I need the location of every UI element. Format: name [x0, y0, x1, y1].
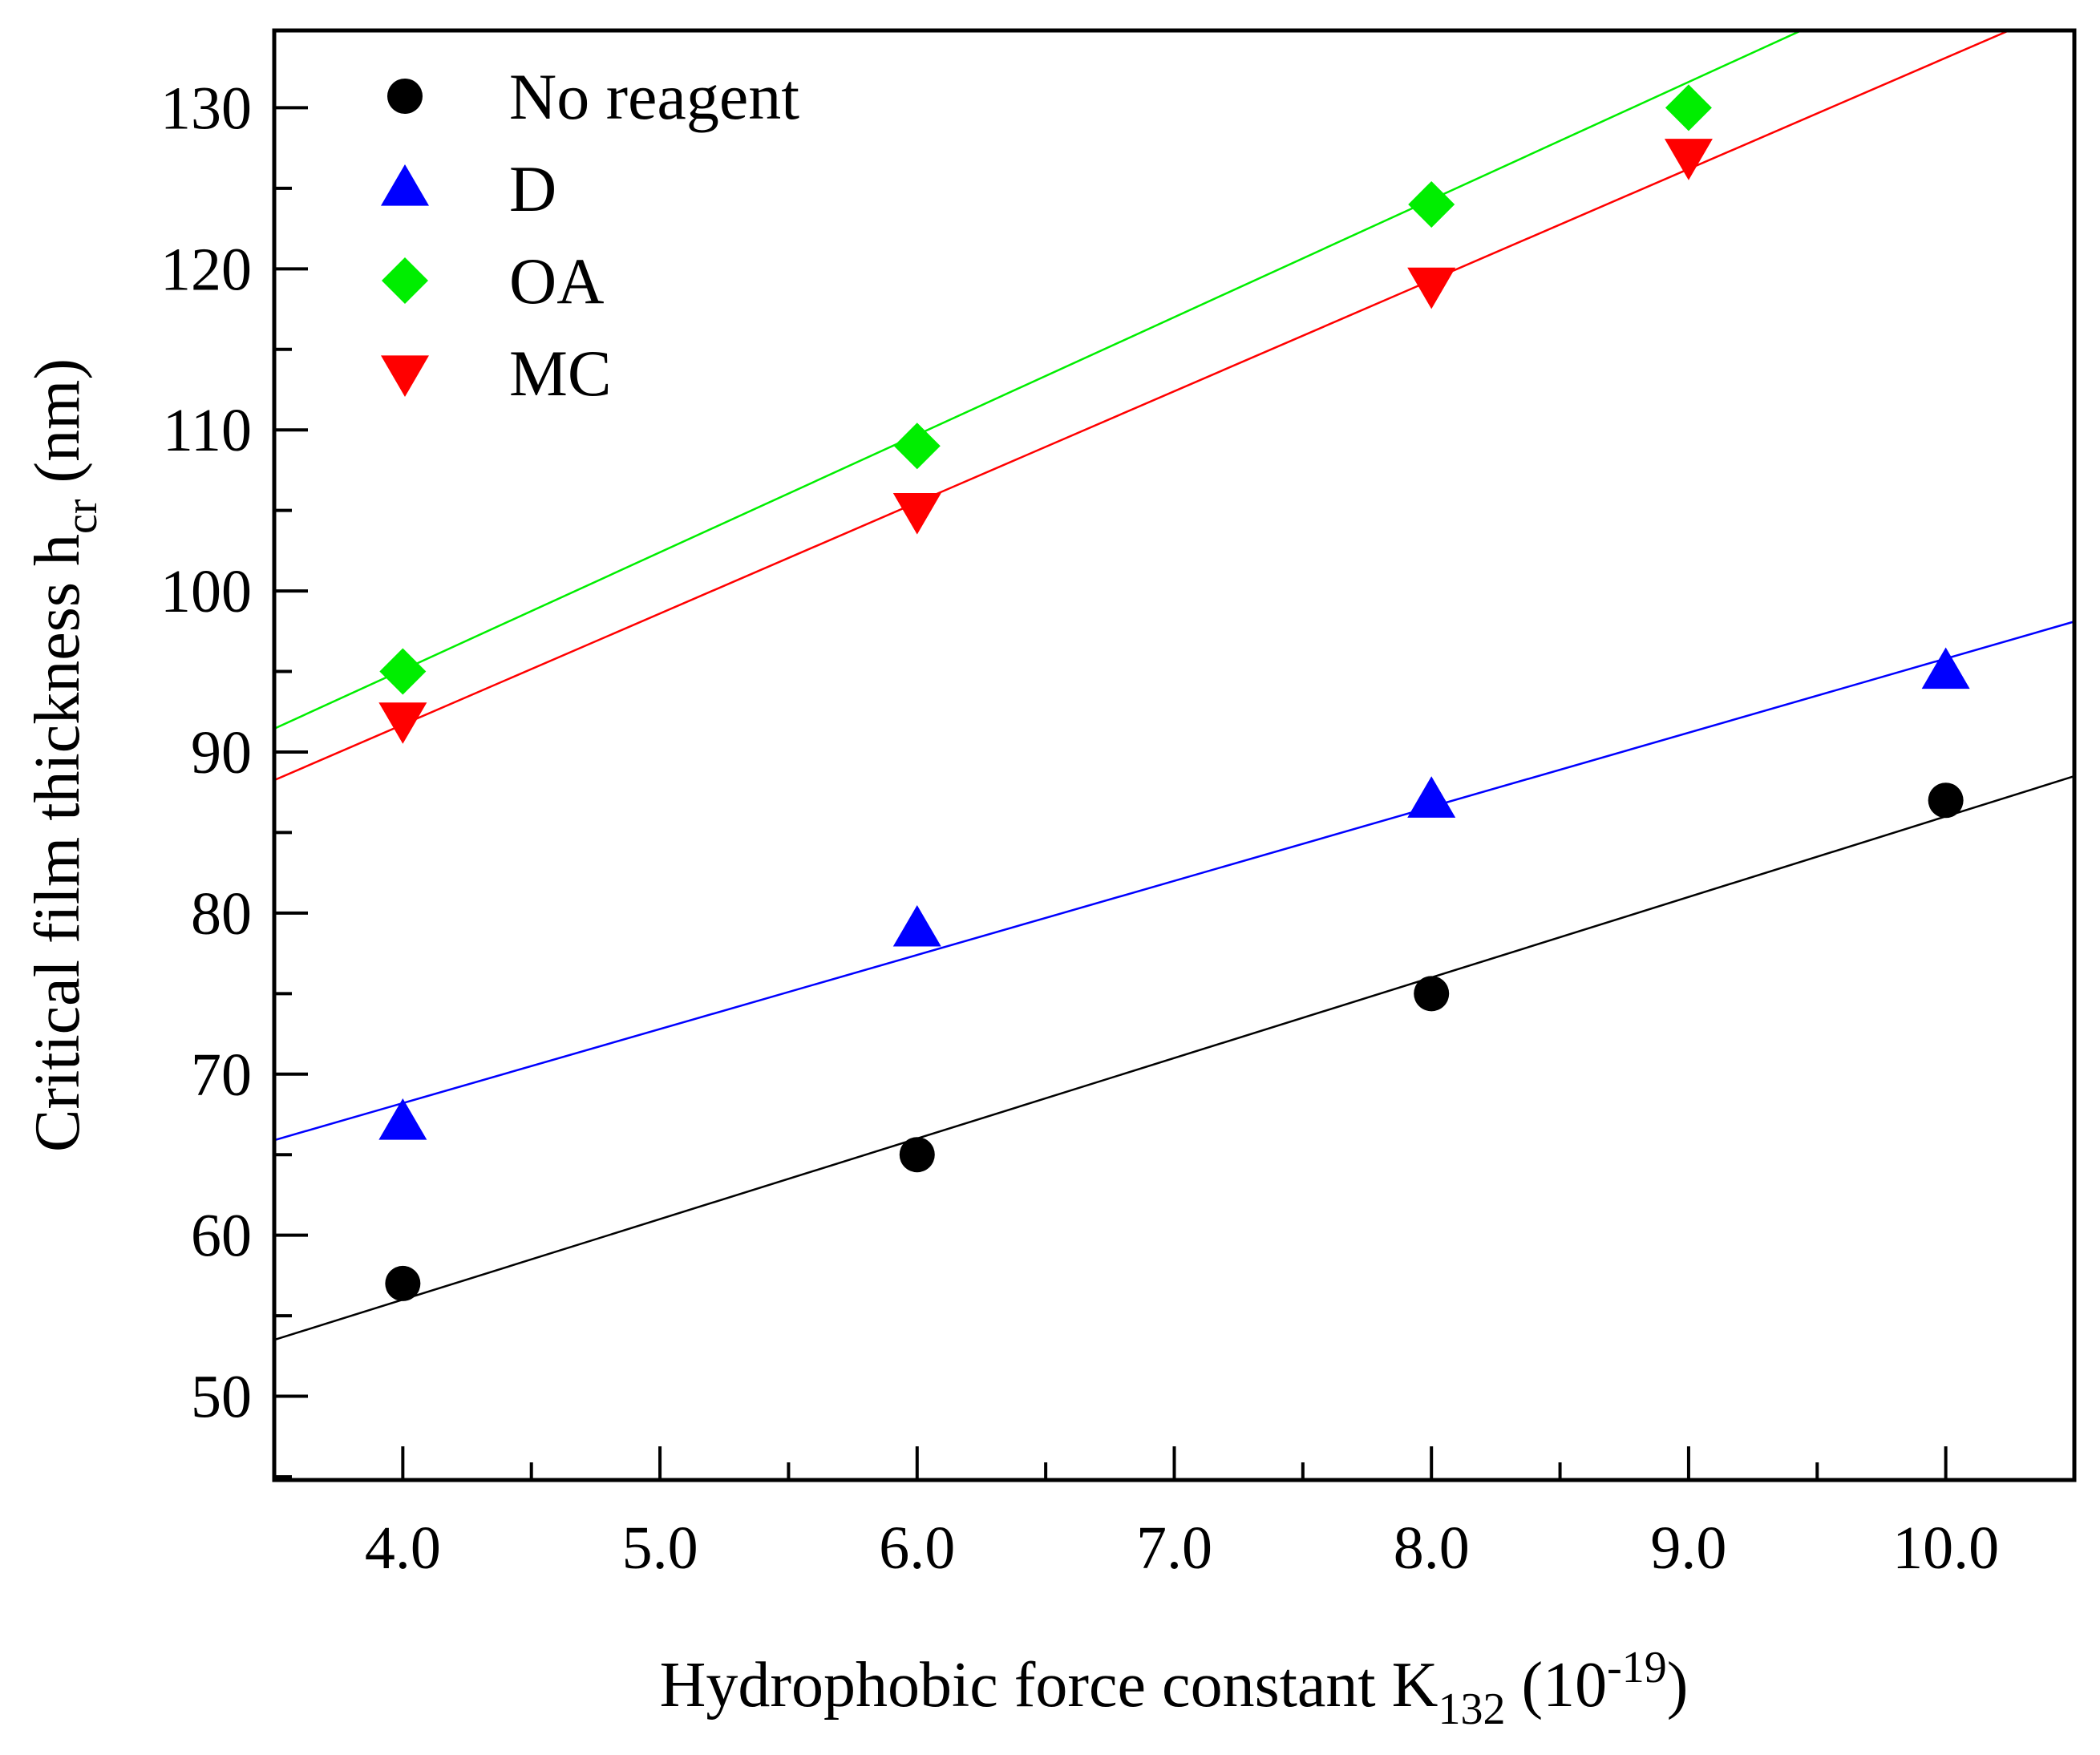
x-tick-label: 5.0 — [622, 1514, 698, 1582]
legend-marker-d — [381, 164, 429, 206]
x-axis-title: Hydrophobic force constant K132 (10-19) — [660, 1643, 1689, 1734]
data-point-oa — [893, 423, 941, 470]
fit-line-no-reagent — [274, 774, 2074, 1341]
data-point-oa — [1408, 180, 1455, 228]
fit-line-d — [274, 621, 2074, 1142]
fit-line-mc — [274, 30, 2012, 782]
legend-marker-mc — [381, 355, 429, 397]
data-point-d — [1407, 776, 1456, 818]
data-point-d — [892, 904, 941, 947]
x-tick-label: 8.0 — [1394, 1514, 1470, 1582]
x-tick-label: 7.0 — [1136, 1514, 1212, 1582]
x-tick-label: 9.0 — [1650, 1514, 1726, 1582]
y-tick-label: 100 — [160, 558, 252, 625]
x-axis-title-main: Hydrophobic force constant K — [660, 1650, 1438, 1721]
y-tick-label: 60 — [191, 1203, 252, 1270]
y-tick-label: 70 — [191, 1041, 252, 1109]
y-tick-label: 90 — [191, 719, 252, 787]
legend-label-oa: OA — [509, 245, 604, 317]
data-point-d — [378, 1098, 427, 1140]
x-axis-title-subscript: 132 — [1438, 1684, 1505, 1734]
x-tick-label: 6.0 — [879, 1514, 955, 1582]
data-point-no-reagent — [1414, 976, 1450, 1012]
x-axis-title-superscript: -19 — [1607, 1643, 1667, 1692]
legend-label-mc: MC — [509, 337, 612, 410]
data-point-no-reagent — [1928, 782, 1964, 819]
legend-marker-oa — [382, 257, 428, 304]
y-axis-title-unit: (nm) — [22, 358, 93, 499]
legend-marker-no-reagent — [387, 79, 423, 114]
legend: No reagent D OA MC — [381, 60, 799, 410]
fit-line-oa — [274, 30, 1804, 730]
y-axis-title: Critical film thickness hcr (nm) — [22, 358, 107, 1152]
data-point-oa — [379, 648, 427, 695]
data-point-oa — [1665, 84, 1712, 131]
legend-label-d: D — [509, 152, 556, 225]
legend-label-no-reagent: No reagent — [509, 60, 799, 133]
data-point-mc — [1407, 267, 1456, 309]
x-tick-label: 10.0 — [1892, 1514, 1999, 1582]
y-tick-label: 130 — [160, 75, 252, 142]
x-tick-label: 4.0 — [365, 1514, 441, 1582]
data-point-no-reagent — [385, 1265, 421, 1301]
y-axis-title-main: Critical film thickness h — [22, 534, 93, 1152]
data-point-mc — [1664, 139, 1713, 180]
data-point-d — [1921, 647, 1970, 689]
y-tick-label: 120 — [160, 236, 252, 303]
x-axis-title-paren-close: ) — [1667, 1650, 1689, 1721]
y-tick-label: 80 — [191, 880, 252, 948]
y-axis-title-subscript: cr — [57, 499, 107, 534]
y-tick-label: 50 — [191, 1364, 252, 1431]
data-point-no-reagent — [899, 1137, 935, 1173]
data-point-mc — [378, 702, 427, 744]
data-point-mc — [892, 493, 941, 535]
y-tick-label: 110 — [163, 397, 252, 464]
x-axis-title-paren-open: (10 — [1505, 1650, 1607, 1721]
